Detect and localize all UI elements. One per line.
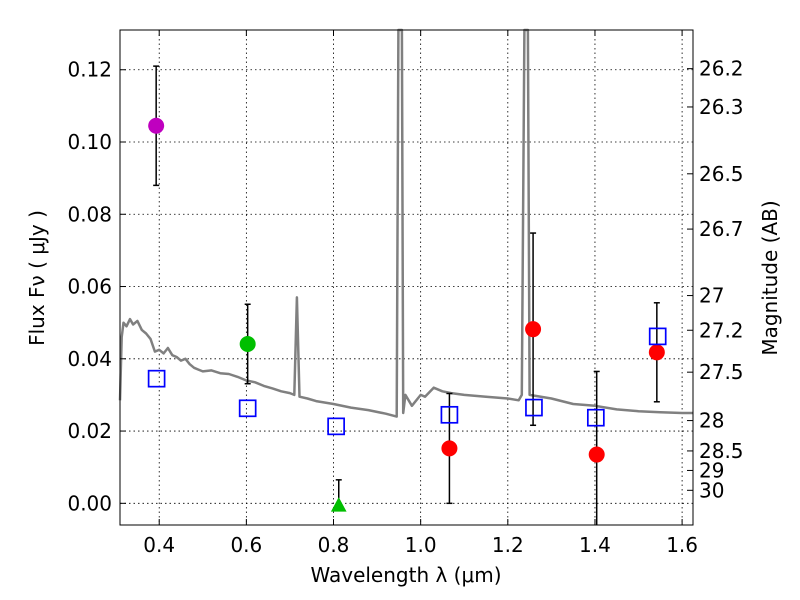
data-point-model-photometry (586, 408, 605, 427)
data-point-model-photometry (147, 369, 166, 388)
tick-layer: 0.4 0.6 0.8 1.0 1.2 1.4 1.6 0.00 0.02 0.04 0.06 0.0… (67, 30, 744, 557)
x-tick-label: 1.2 (492, 533, 524, 557)
data-point-observed-uv (148, 117, 165, 134)
data-point-observed-ir (525, 321, 542, 338)
model-sed-line (118, 28, 693, 418)
data-point-observed-ir (648, 344, 665, 361)
right-axis-label: Magnitude (AB) (758, 200, 782, 355)
error-bar-layer (153, 65, 660, 525)
right-tick-label: 29 (699, 458, 724, 482)
right-tick-label: 26.7 (699, 217, 744, 241)
data-point-model-photometry (327, 417, 345, 436)
right-tick-label: 26.2 (699, 57, 744, 81)
y-tick-label: 0.08 (67, 202, 112, 226)
right-tick-label: 27.5 (699, 360, 744, 384)
y-tick-label: 0.12 (67, 58, 112, 82)
data-point-model-photometry (648, 327, 667, 346)
right-tick-label: 28.5 (699, 439, 744, 463)
x-tick-label: 1.6 (666, 533, 698, 557)
data-point-upper-limit (330, 497, 347, 512)
right-tick-label: 30 (699, 478, 724, 502)
model-sed-layer (118, 28, 693, 418)
x-tick-label: 1.0 (405, 533, 437, 557)
data-point-observed-optical (239, 335, 256, 352)
data-point-model-photometry (440, 405, 459, 424)
x-tick-label: 0.6 (230, 533, 262, 557)
y-tick-label: 0.06 (67, 275, 112, 299)
y-tick-label: 0.00 (67, 491, 112, 515)
y-axis-label: Flux Fν ( μJy ) (25, 210, 49, 346)
y-tick-label: 0.02 (67, 419, 112, 443)
y-tick-label: 0.04 (67, 347, 112, 371)
right-tick-label: 28 (699, 409, 724, 433)
x-tick-label: 0.4 (143, 533, 175, 557)
data-point-observed-ir (588, 446, 605, 463)
right-tick-label: 26.5 (699, 162, 744, 186)
data-point-observed-ir (441, 440, 458, 457)
x-tick-label: 1.4 (579, 533, 611, 557)
y-tick-label: 0.10 (67, 130, 112, 154)
right-tick-label: 27.2 (699, 318, 744, 342)
right-tick-label: 27 (699, 284, 724, 308)
plot-frame (119, 29, 694, 526)
marker-layer (147, 117, 667, 512)
x-axis-label: Wavelength λ (μm) (310, 563, 501, 587)
right-tick-label: 26.3 (699, 95, 744, 119)
grid-lines (120, 30, 693, 525)
x-tick-label: 0.8 (318, 533, 350, 557)
data-point-model-photometry (238, 399, 257, 418)
data-point-model-photometry (525, 398, 543, 417)
